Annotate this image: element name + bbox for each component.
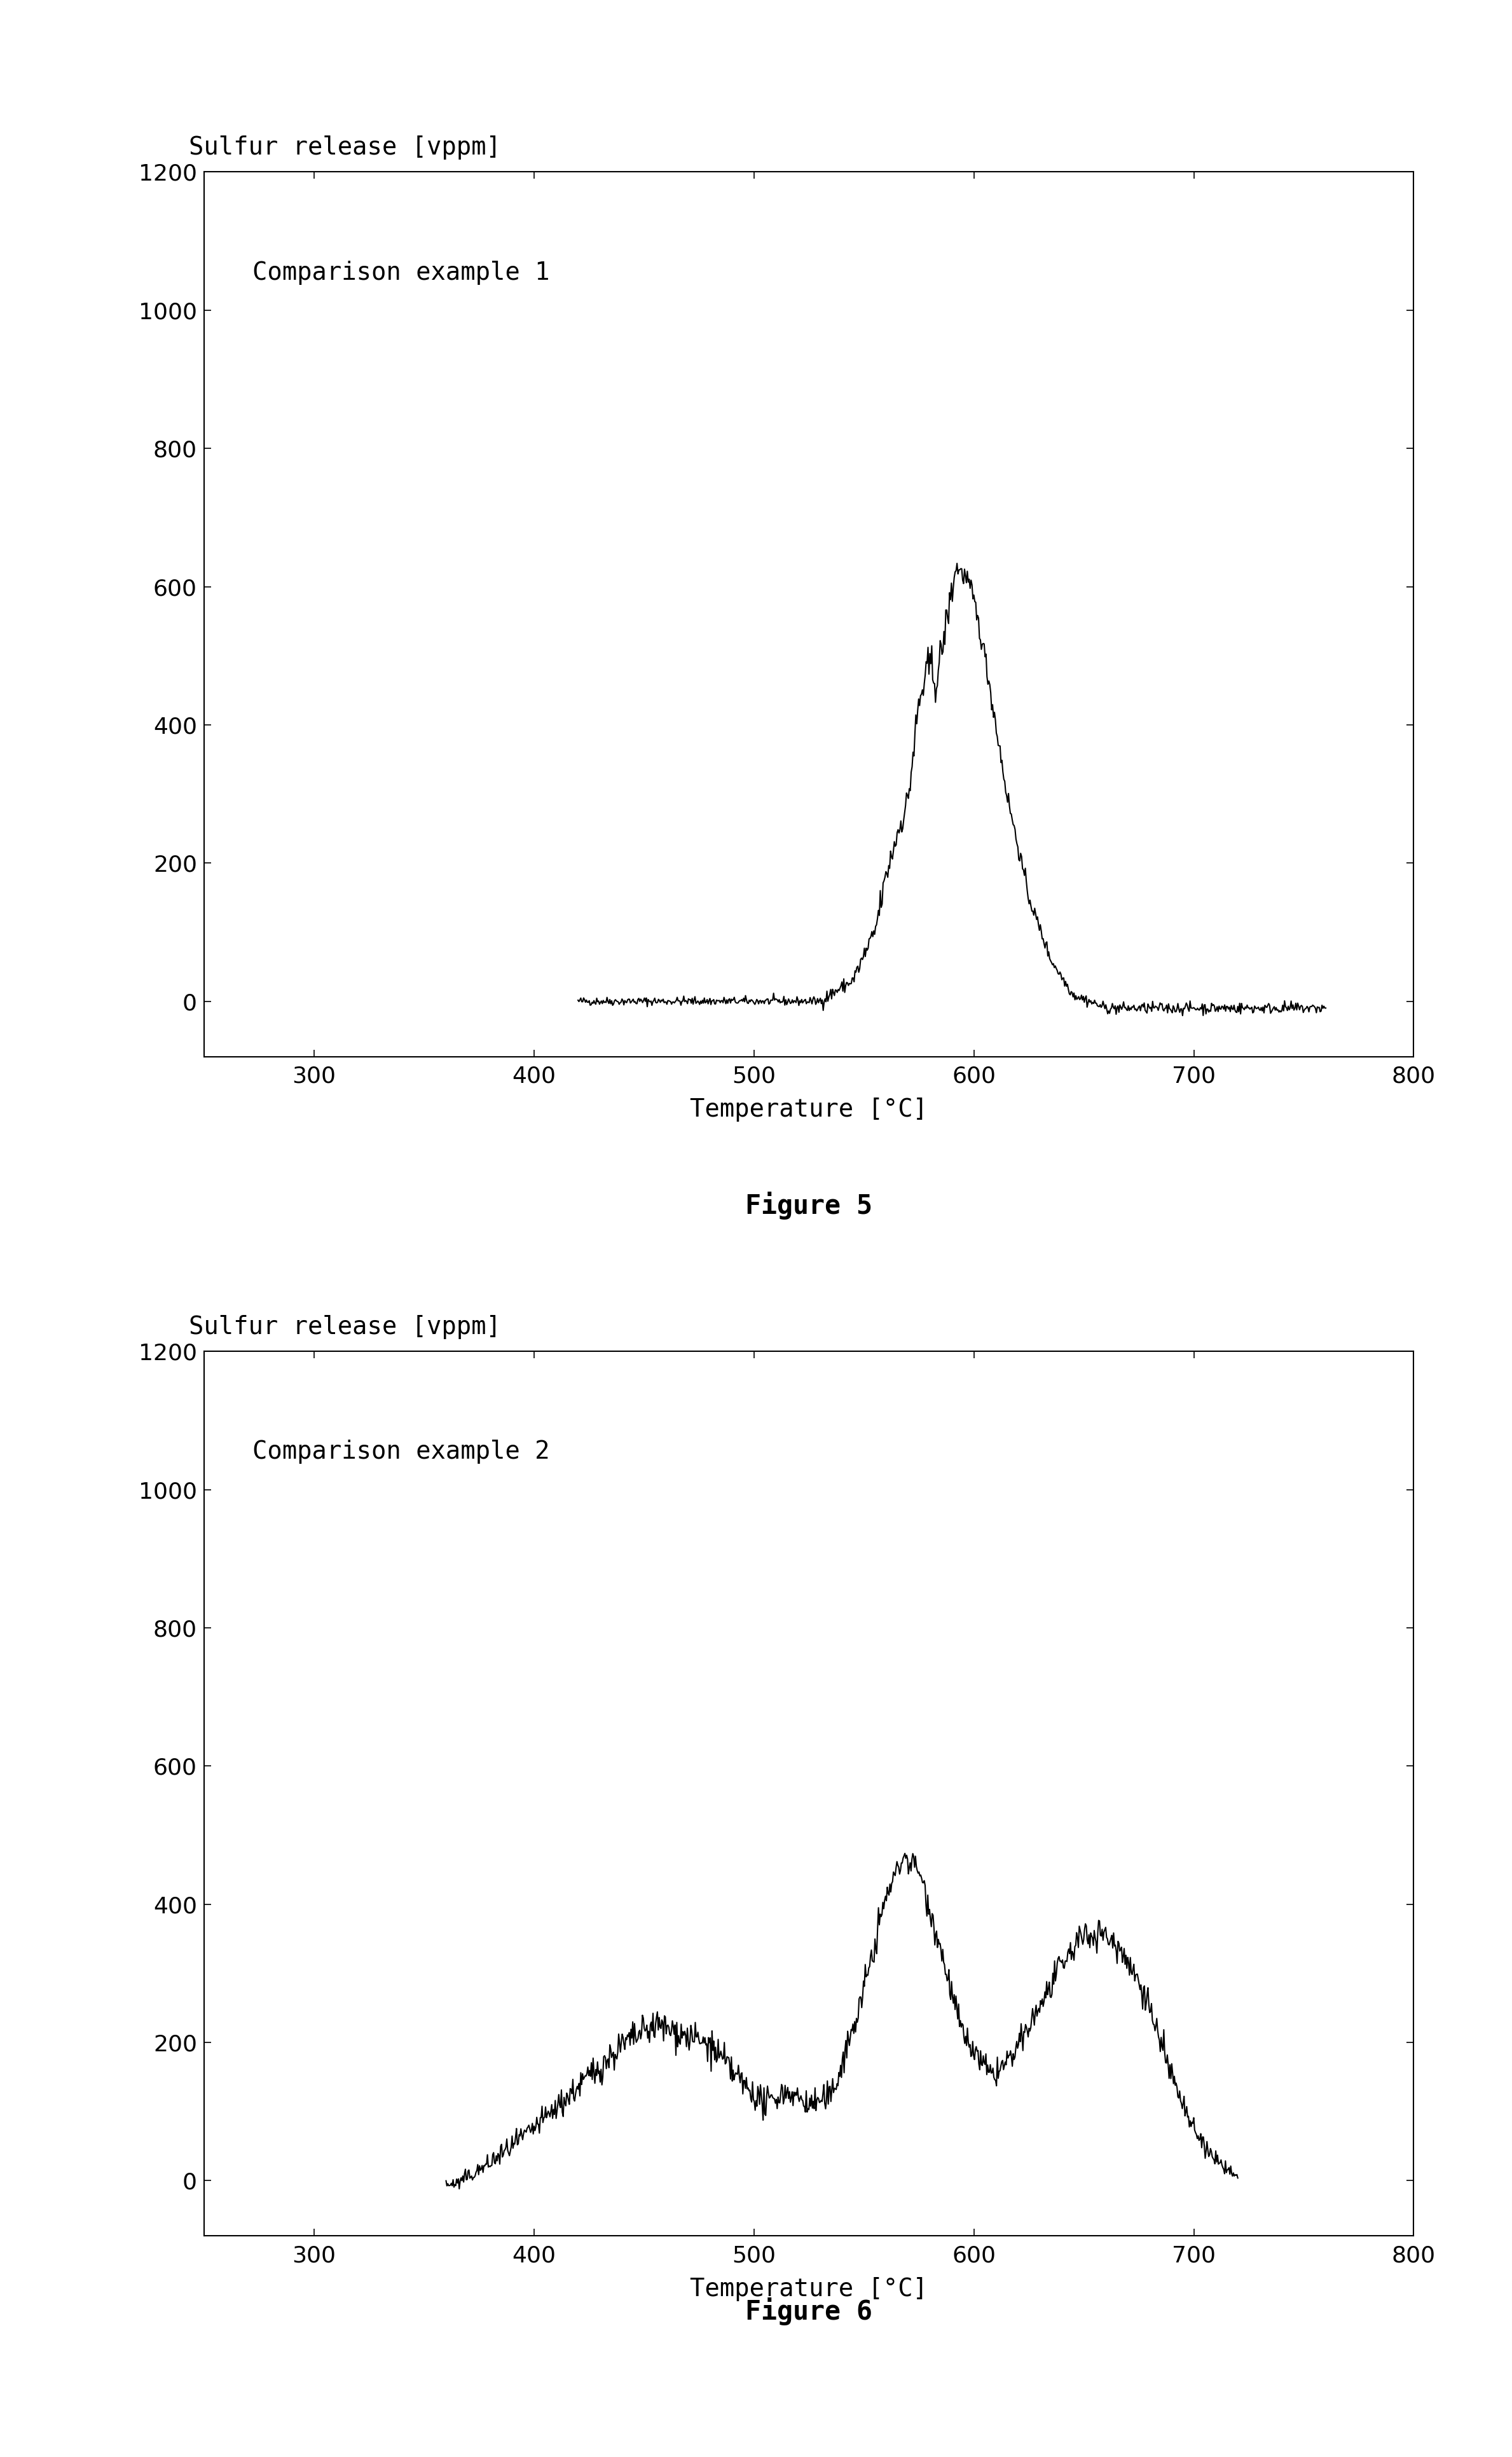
X-axis label: Temperature [°C]: Temperature [°C] bbox=[689, 2278, 928, 2302]
X-axis label: Temperature [°C]: Temperature [°C] bbox=[689, 1098, 928, 1123]
Text: Sulfur release [vppm]: Sulfur release [vppm] bbox=[189, 135, 500, 160]
Text: Comparison example 1: Comparison example 1 bbox=[253, 260, 550, 285]
Text: Sulfur release [vppm]: Sulfur release [vppm] bbox=[189, 1314, 500, 1339]
Text: Figure 6: Figure 6 bbox=[745, 2297, 872, 2324]
Text: Figure 5: Figure 5 bbox=[745, 1192, 872, 1219]
Text: Comparison example 2: Comparison example 2 bbox=[253, 1440, 550, 1464]
